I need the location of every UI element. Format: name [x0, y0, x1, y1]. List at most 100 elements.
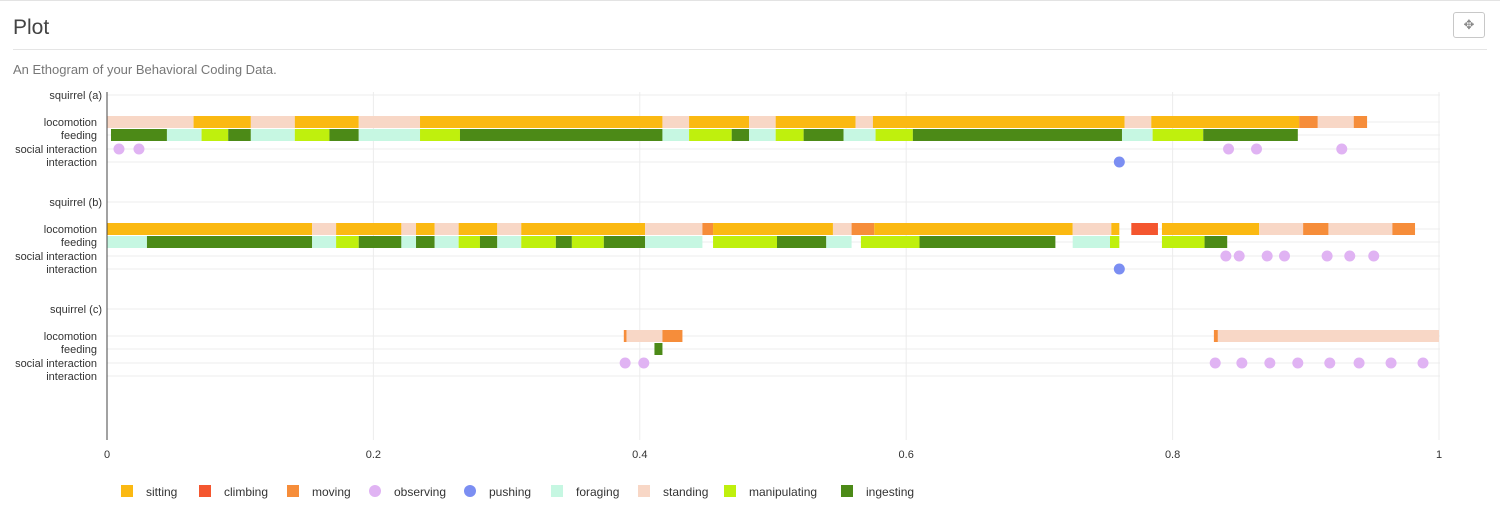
behavior-bar: [1392, 223, 1416, 235]
behavior-bar: [1161, 236, 1205, 248]
legend-label: pushing: [489, 485, 531, 499]
x-tick-label: 1: [1436, 449, 1442, 461]
legend-swatch: [638, 485, 650, 497]
behavior-point: [1113, 263, 1125, 275]
behavior-point: [1278, 250, 1290, 262]
behavior-bar: [875, 129, 913, 141]
behavior-bar: [702, 223, 714, 235]
behavior-bar: [1203, 129, 1298, 141]
behavior-bar: [107, 236, 147, 248]
behavior-point: [113, 143, 125, 155]
behavior-bar: [731, 129, 750, 141]
y-tick-label: locomotion: [44, 224, 97, 236]
behavior-bar: [689, 129, 732, 141]
behavior-bar: [201, 129, 229, 141]
x-tick-label: 0.8: [1165, 449, 1180, 461]
move-arrows-icon[interactable]: ✥: [1453, 12, 1485, 38]
behavior-bar: [662, 330, 683, 342]
behavior-bar: [294, 129, 330, 141]
behavior-bar: [329, 129, 359, 141]
y-tick-label: locomotion: [44, 331, 97, 343]
y-tick-label: interaction: [46, 157, 97, 169]
y-tick-label: squirrel (a): [49, 90, 102, 102]
legend-label: climbing: [224, 485, 268, 499]
behavior-point: [1417, 357, 1429, 369]
behavior-bar: [775, 129, 804, 141]
y-tick-label: squirrel (c): [50, 304, 102, 316]
behavior-bar: [1328, 223, 1393, 235]
behavior-bar: [336, 236, 359, 248]
behavior-bar: [521, 223, 646, 235]
y-tick-label: social interaction: [15, 358, 97, 370]
behavior-bar: [713, 236, 777, 248]
behavior-bar: [1303, 223, 1329, 235]
legend-swatch: [121, 485, 133, 497]
legend-label: standing: [663, 485, 708, 499]
behavior-bar: [110, 129, 167, 141]
behavior-bar: [645, 236, 703, 248]
behavior-bar: [803, 129, 844, 141]
behavior-bar: [749, 129, 776, 141]
behavior-bar: [401, 223, 417, 235]
panel-title: Plot: [13, 16, 50, 39]
y-tick-label: feeding: [61, 237, 97, 249]
legend-label: foraging: [576, 485, 619, 499]
behavior-point: [1209, 357, 1221, 369]
legend-swatch: [199, 485, 211, 497]
behavior-point: [1336, 143, 1348, 155]
behavior-bar: [749, 116, 776, 128]
y-tick-label: feeding: [61, 130, 97, 142]
behavior-bar: [689, 116, 750, 128]
behavior-point: [1233, 250, 1245, 262]
legend-swatch: [369, 485, 381, 497]
y-tick-label: interaction: [46, 264, 97, 276]
legend-label: moving: [312, 485, 351, 499]
behavior-bar: [250, 116, 295, 128]
behavior-point: [1236, 357, 1248, 369]
behavior-bar: [312, 223, 337, 235]
behavior-point: [619, 357, 631, 369]
behavior-bar: [497, 236, 522, 248]
behavior-bar: [1317, 116, 1354, 128]
behavior-point: [1223, 143, 1235, 155]
behavior-bar: [654, 343, 663, 355]
behavior-bar: [874, 223, 1073, 235]
x-tick-label: 0.6: [899, 449, 914, 461]
behavior-bar: [250, 129, 295, 141]
y-tick-label: feeding: [61, 344, 97, 356]
behavior-bar: [713, 223, 833, 235]
y-tick-label: interaction: [46, 371, 97, 383]
behavior-bar: [1131, 223, 1158, 235]
behavior-bar: [1072, 236, 1110, 248]
y-tick-label: social interaction: [15, 144, 97, 156]
behavior-bar: [459, 129, 663, 141]
y-tick-label: locomotion: [44, 117, 97, 129]
behavior-bar: [855, 116, 873, 128]
behavior-bar: [336, 223, 402, 235]
behavior-bar: [146, 236, 313, 248]
behavior-bar: [107, 116, 194, 128]
behavior-point: [1292, 357, 1304, 369]
behavior-bar: [193, 116, 251, 128]
behavior-bar: [1353, 116, 1368, 128]
legend-swatch: [841, 485, 853, 497]
behavior-bar: [623, 330, 627, 342]
x-tick-label: 0.2: [366, 449, 381, 461]
behavior-bar: [626, 330, 663, 342]
behavior-bar: [912, 129, 1122, 141]
x-tick-label: 0.4: [632, 449, 647, 461]
behavior-bar: [645, 223, 703, 235]
behavior-point: [1264, 357, 1276, 369]
behavior-bar: [1111, 223, 1120, 235]
x-tick-label: 0: [104, 449, 110, 461]
behavior-point: [1113, 156, 1125, 168]
legend-label: ingesting: [866, 485, 914, 499]
behavior-bar: [107, 223, 313, 235]
behavior-bar: [1124, 116, 1152, 128]
behavior-bar: [1204, 236, 1228, 248]
behavior-bar: [1217, 330, 1439, 342]
behavior-bar: [434, 236, 459, 248]
behavior-bar: [851, 223, 875, 235]
y-tick-label: squirrel (b): [49, 197, 102, 209]
